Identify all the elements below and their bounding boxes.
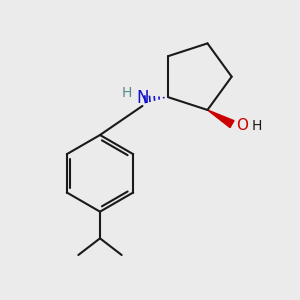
Text: N: N xyxy=(136,89,149,107)
Text: H: H xyxy=(122,86,132,100)
Text: H: H xyxy=(251,119,262,133)
Polygon shape xyxy=(208,110,234,128)
Text: O: O xyxy=(236,118,248,133)
